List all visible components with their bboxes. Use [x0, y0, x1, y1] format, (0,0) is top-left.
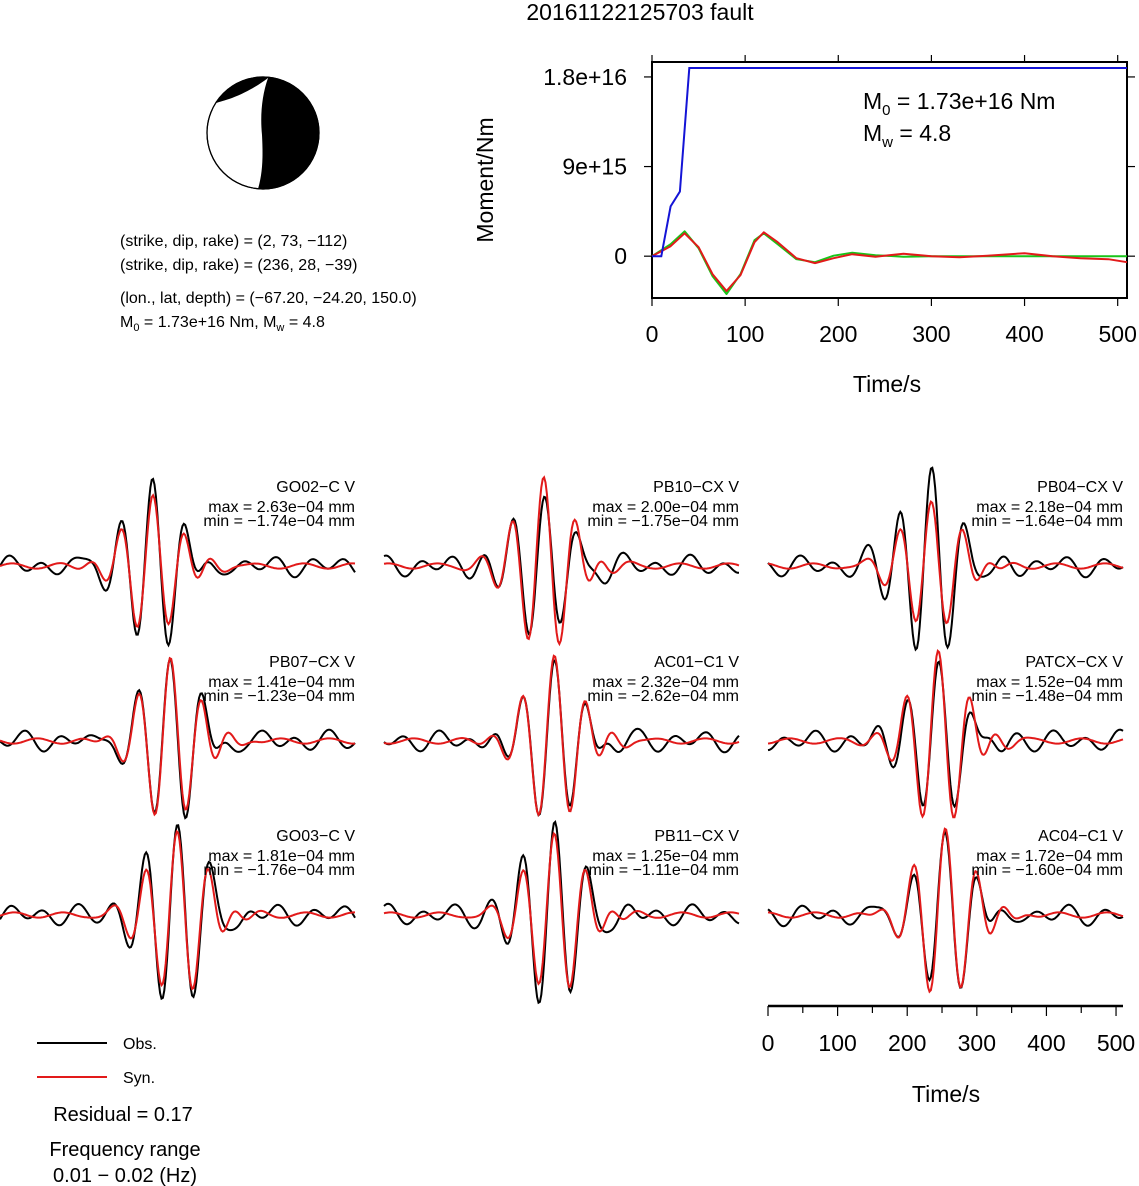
min-label: min = −1.74e−04 mm: [203, 513, 355, 530]
moment-plot-frame: [651, 61, 1128, 299]
min-label: min = −1.11e−04 mm: [589, 862, 739, 879]
legend-obs-label: Obs.: [123, 1036, 157, 1053]
min-label: min = −1.48e−04 mm: [971, 688, 1123, 705]
moment-xtick-label: 0: [646, 321, 659, 347]
residual-label: Residual = 0.17: [53, 1104, 193, 1126]
waveform-xtick-label: 400: [1027, 1030, 1065, 1056]
moment-xtick-label: 400: [1005, 321, 1043, 347]
synthetic-trace: [383, 831, 740, 989]
max-label: max = 1.52e−04 mm: [976, 674, 1123, 691]
waveform-xtick-label: 0: [762, 1030, 775, 1056]
moment-ytick-label: 9e+15: [562, 154, 627, 180]
station-label: AC04−C1 V: [1038, 828, 1123, 845]
legend: Obs. Syn.: [37, 1036, 157, 1087]
max-label: max = 1.25e−04 mm: [592, 848, 739, 865]
max-label: max = 1.41e−04 mm: [208, 674, 355, 691]
max-label: max = 2.00e−04 mm: [592, 499, 739, 516]
station-label: PB07−CX V: [269, 654, 355, 671]
station-label: GO03−C V: [276, 828, 355, 845]
moment-xtick-label: 300: [912, 321, 950, 347]
min-label: min = −1.75e−04 mm: [587, 513, 739, 530]
location-info: (lon., lat, depth) = (−67.20, −24.20, 15…: [120, 290, 417, 307]
synthetic-trace: [767, 649, 1124, 819]
max-label: max = 2.18e−04 mm: [976, 499, 1123, 516]
station-label: GO02−C V: [276, 479, 355, 496]
moment-xtick-label: 500: [1098, 321, 1136, 347]
observed-trace: [767, 829, 1124, 989]
legend-syn-label: Syn.: [123, 1070, 155, 1087]
station-label: PB10−CX V: [653, 479, 739, 496]
min-label: min = −1.76e−04 mm: [203, 862, 355, 879]
waveform-xtick-label: 500: [1097, 1030, 1135, 1056]
frequency-value: 0.01 − 0.02 (Hz): [53, 1165, 197, 1186]
waveform-xlabel: Time/s: [912, 1081, 980, 1107]
moment-ytick-label: 0: [614, 243, 627, 269]
moment-rate-red-line: [651, 231, 1128, 292]
min-label: min = −1.60e−04 mm: [971, 862, 1123, 879]
nodal-plane-2: (strike, dip, rake) = (236, 28, −39): [120, 257, 357, 274]
moment-chart: Moment/Nm Time/s M0 = 1.73e+16 Nm Mw = 4…: [472, 55, 1137, 397]
min-label: min = −2.62e−04 mm: [587, 688, 739, 705]
cumulative-moment-line: [652, 67, 1127, 258]
station-label: PATCX−CX V: [1025, 654, 1123, 671]
observed-trace: [0, 824, 356, 1001]
max-label: max = 2.32e−04 mm: [592, 674, 739, 691]
figure-title: 20161122125703 fault: [526, 0, 754, 25]
mechanism-info: (strike, dip, rake) = (2, 73, −112) (str…: [120, 233, 417, 334]
max-label: max = 1.81e−04 mm: [208, 848, 355, 865]
synthetic-trace: [767, 827, 1124, 994]
synthetic-trace: [383, 475, 740, 647]
moment-ytick-label: 1.8e+16: [543, 64, 627, 90]
synthetic-trace: [0, 829, 355, 991]
moment-rate-green-line: [651, 230, 1127, 295]
waveform-xtick-label: 100: [818, 1030, 856, 1056]
waveform-time-axis: Time/s 0 100 200 300 400 500: [762, 1004, 1135, 1107]
nodal-plane-1: (strike, dip, rake) = (2, 73, −112): [120, 233, 347, 250]
min-label: min = −1.64e−04 mm: [971, 513, 1123, 530]
waveform-xtick-label: 200: [888, 1030, 926, 1056]
synthetic-trace: [0, 656, 355, 817]
synthetic-trace: [383, 654, 740, 817]
station-label: PB04−CX V: [1037, 479, 1123, 496]
synthetic-trace: [767, 500, 1124, 625]
observed-trace: [767, 466, 1124, 652]
moment-ylabel: Moment/Nm: [472, 117, 498, 242]
waveform-xtick-label: 300: [958, 1030, 996, 1056]
max-label: max = 2.63e−04 mm: [208, 499, 355, 516]
moment-info: M0 = 1.73e+16 Nm, Mw = 4.8: [120, 314, 325, 334]
station-label: PB11−CX V: [654, 828, 739, 845]
min-label: min = −1.23e−04 mm: [203, 688, 355, 705]
frequency-label: Frequency range: [49, 1139, 200, 1161]
synthetic-trace: [0, 493, 356, 629]
mw-annotation: Mw = 4.8: [863, 120, 951, 151]
station-label: AC01−C1 V: [654, 654, 739, 671]
moment-xtick-label: 100: [726, 321, 764, 347]
m0-annotation: M0 = 1.73e+16 Nm: [863, 88, 1055, 119]
max-label: max = 1.72e−04 mm: [976, 848, 1123, 865]
beachball-icon: [206, 76, 320, 190]
moment-xtick-label: 200: [819, 321, 857, 347]
moment-xlabel: Time/s: [853, 371, 921, 397]
